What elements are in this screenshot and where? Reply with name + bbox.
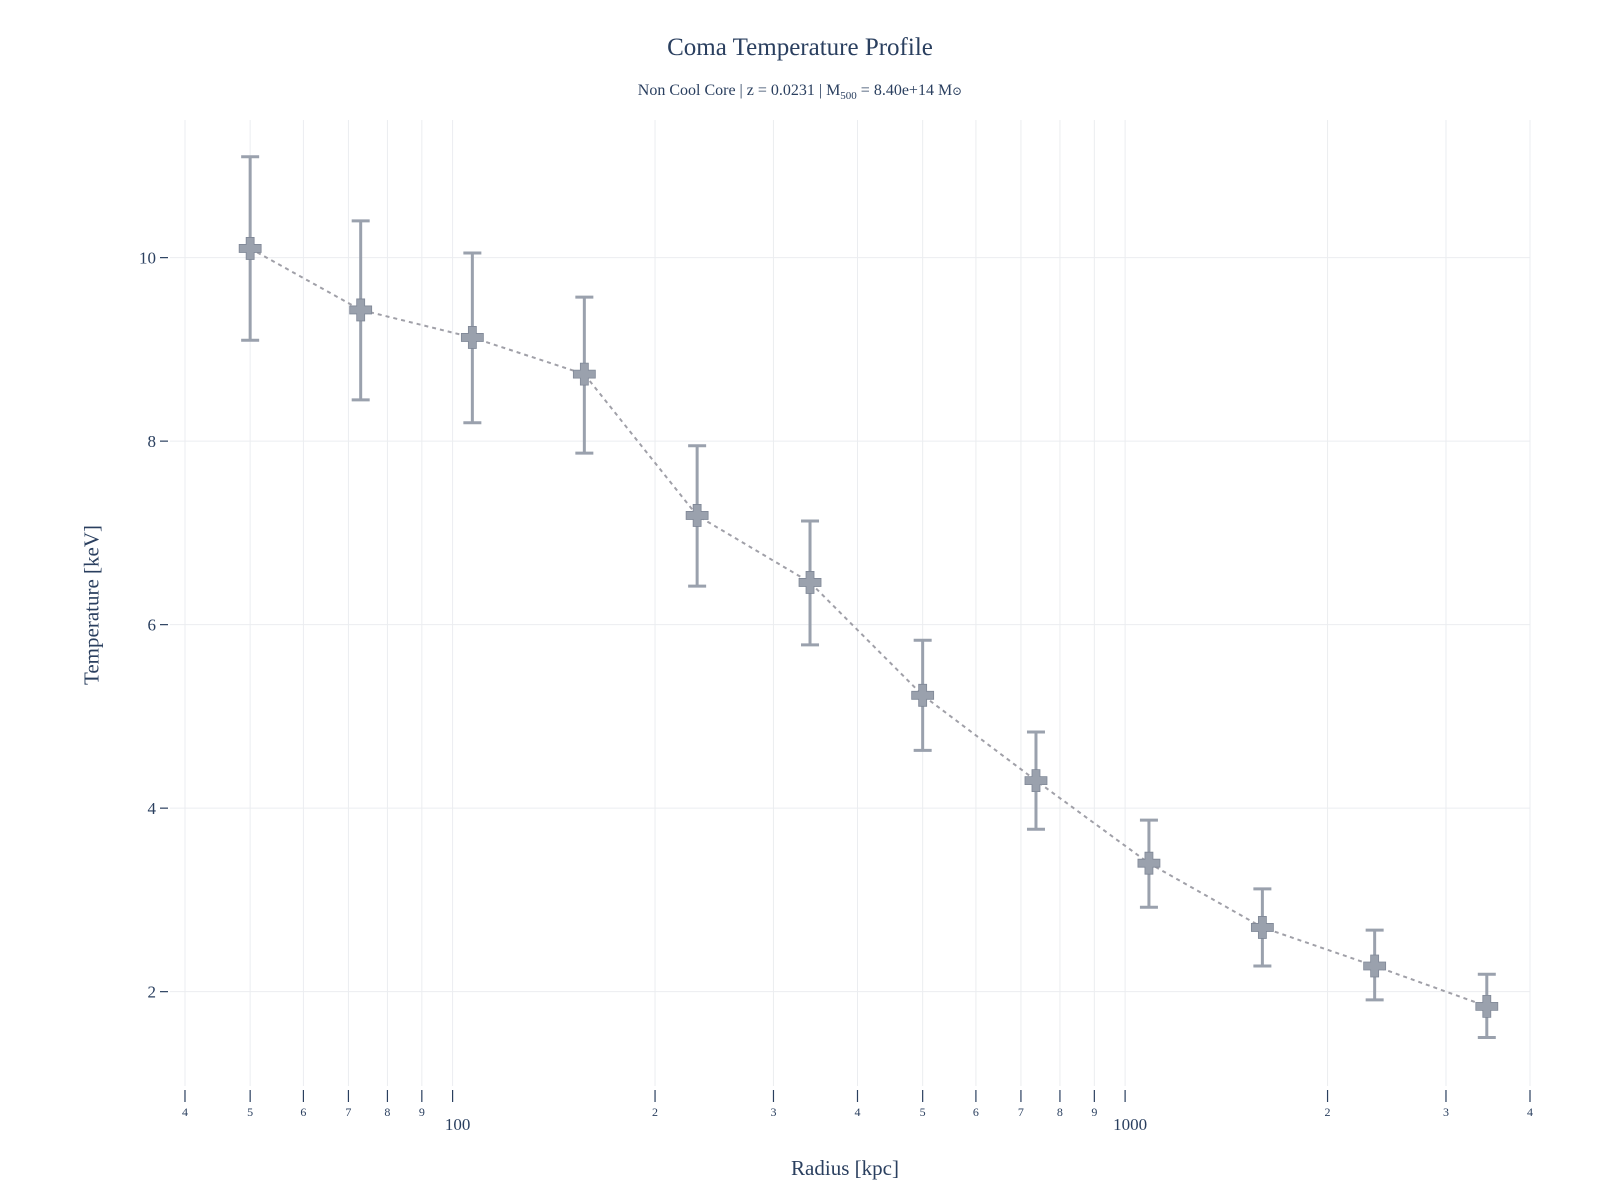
data-point (1137, 851, 1161, 875)
x-minor-tick-label: 7 (345, 1105, 351, 1119)
data-point (1363, 954, 1387, 978)
x-minor-tick-label: 6 (973, 1105, 979, 1119)
y-tick-label: 4 (148, 799, 157, 818)
x-axis-label: Radius [kpc] (791, 1156, 899, 1180)
x-minor-tick-label: 9 (419, 1105, 425, 1119)
x-minor-tick-label: 4 (854, 1105, 860, 1119)
x-minor-tick-label: 3 (1443, 1105, 1449, 1119)
y-tick-label: 8 (148, 432, 157, 451)
data-point (238, 237, 262, 260)
data-point (685, 504, 709, 527)
y-axis-label: Temperature [keV] (79, 524, 104, 686)
y-tick-label: 2 (148, 983, 157, 1002)
y-tick-label: 10 (139, 249, 156, 268)
series-line (249, 247, 1488, 1008)
subtitle-prefix: Non Cool Core | z = 0.0231 | M (637, 82, 841, 99)
subtitle-middle: = 8.40e+14 M (856, 82, 953, 99)
x-minor-tick-label: 5 (247, 1105, 253, 1119)
x-minor-tick-label: 5 (920, 1105, 926, 1119)
x-minor-tick-label: 6 (300, 1105, 306, 1119)
x-minor-tick-label: 7 (1018, 1105, 1024, 1119)
x-major-tick-label: 1000 (1113, 1115, 1147, 1134)
data-point (1475, 994, 1499, 1018)
x-minor-tick-label: 2 (652, 1105, 658, 1119)
x-minor-tick-label: 3 (770, 1105, 776, 1119)
x-minor-tick-label: 9 (1091, 1105, 1097, 1119)
chart-subtitle: Non Cool Core | z = 0.0231 | M500 = 8.40… (0, 82, 1600, 102)
subtitle-subscript: 500 (840, 90, 857, 103)
x-minor-tick-label: 4 (1527, 1105, 1533, 1119)
y-tick-label: 6 (148, 616, 157, 635)
x-minor-tick-label: 8 (1057, 1105, 1063, 1119)
data-point (1250, 916, 1274, 939)
data-point (572, 362, 596, 386)
x-minor-tick-label: 4 (182, 1105, 188, 1119)
data-point (460, 326, 484, 349)
x-minor-tick-label: 8 (384, 1105, 390, 1119)
sun-symbol: ⊙ (952, 84, 963, 98)
data-point (911, 683, 935, 707)
x-minor-tick-label: 2 (1325, 1105, 1331, 1119)
x-major-tick-label: 100 (445, 1115, 471, 1134)
data-point (798, 571, 822, 594)
data-point (1024, 769, 1048, 793)
data-point (349, 298, 373, 322)
chart-title: Coma Temperature Profile (667, 34, 933, 61)
